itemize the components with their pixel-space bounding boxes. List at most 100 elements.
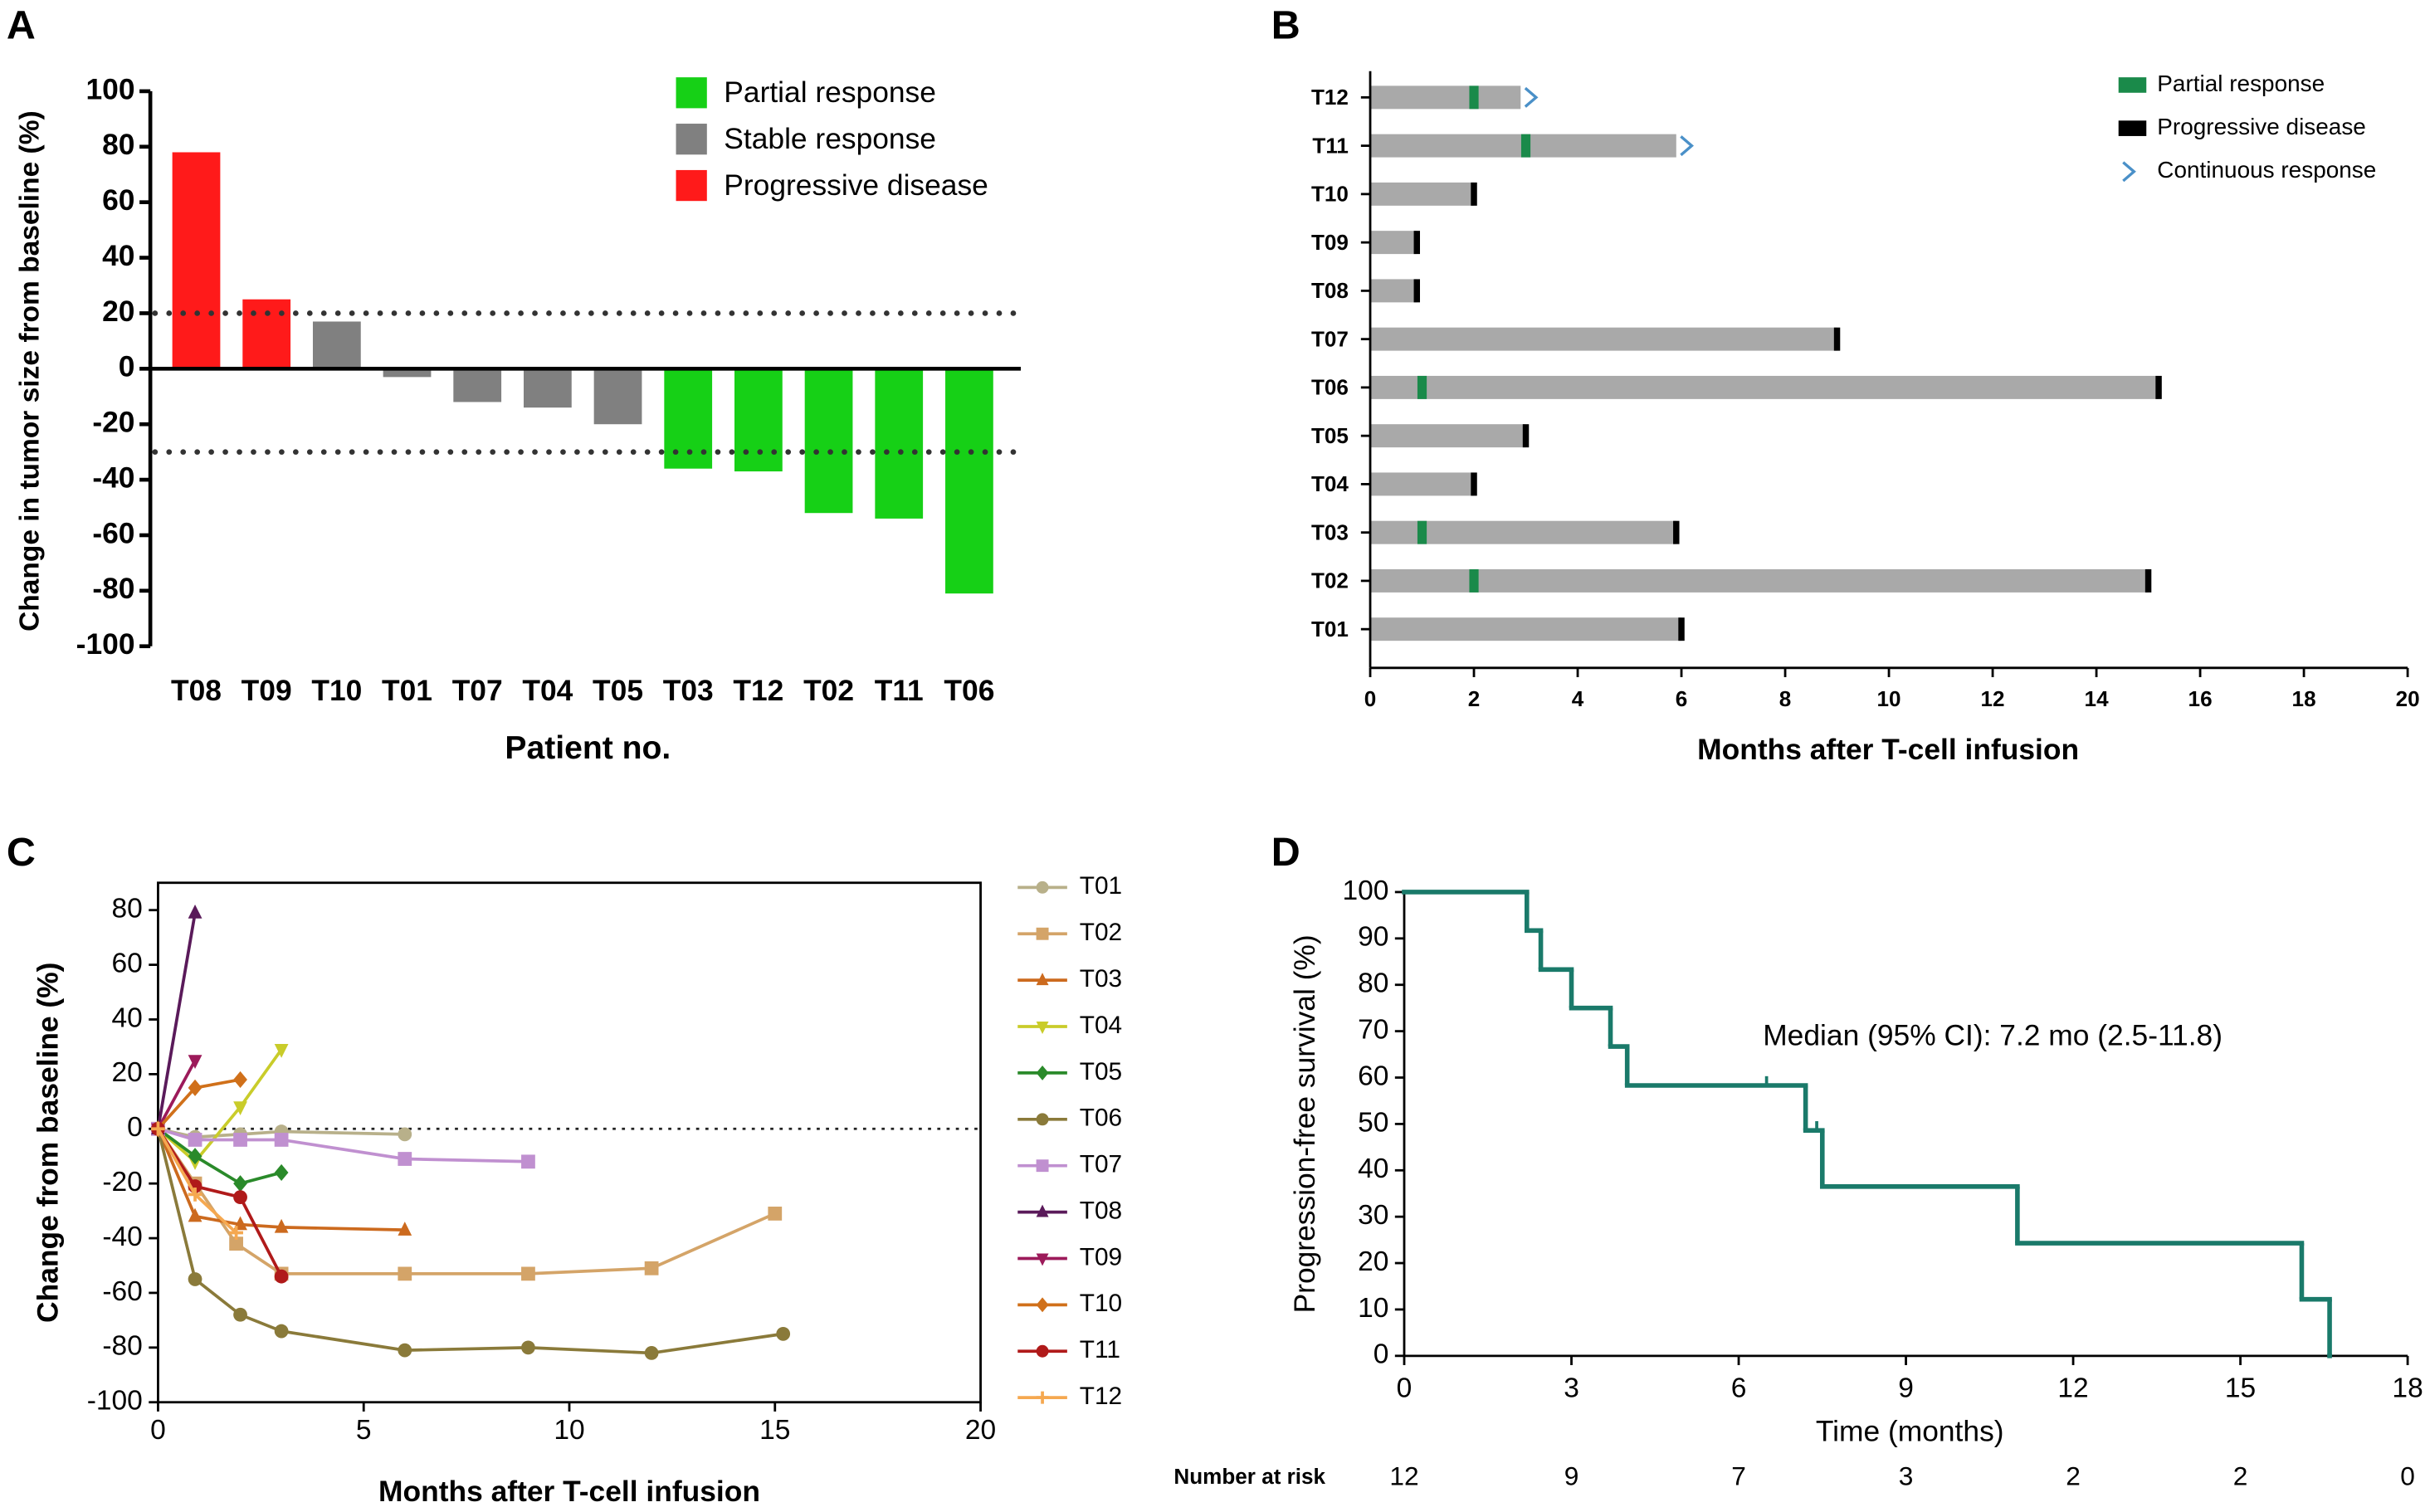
event-marker [1524, 86, 1539, 108]
event-marker [1469, 568, 1479, 593]
bar [242, 299, 291, 369]
legend-marker [1036, 973, 1049, 986]
series-line [156, 1128, 283, 1278]
bar [1370, 375, 2159, 399]
y-tick-label: T08 [1311, 278, 1349, 303]
y-tick-label: -100 [76, 628, 135, 661]
event-marker [1673, 520, 1680, 544]
event-marker [2155, 375, 2162, 399]
event-marker [1471, 182, 1477, 206]
legend-swatch [2122, 161, 2136, 183]
x-tick-label: 10 [1877, 686, 1901, 711]
x-tick-label: T04 [522, 675, 573, 707]
x-tick-label: 0 [1397, 1373, 1413, 1404]
legend-swatch [2118, 120, 2147, 136]
x-tick-label: 18 [2392, 1373, 2423, 1404]
marker [233, 1307, 247, 1322]
legend-label: T01 [1080, 872, 1122, 900]
x-tick-label: T05 [593, 675, 643, 707]
legend-marker [1036, 1159, 1049, 1173]
marker [398, 1266, 412, 1281]
panel-label: C [7, 830, 36, 875]
at-risk-value: 7 [1731, 1461, 1746, 1490]
x-tick-label: 5 [356, 1415, 372, 1446]
legend-swatch [676, 124, 707, 155]
legend-swatch [676, 77, 707, 109]
marker [644, 1346, 659, 1360]
marker [229, 1226, 243, 1240]
event-marker [1680, 135, 1694, 157]
bar [1370, 279, 1417, 303]
x-axis-title: Months after T-cell infusion [378, 1475, 760, 1508]
legend-swatch [2118, 77, 2147, 93]
legend-marker [1036, 1204, 1049, 1217]
legend-label: Progressive disease [2157, 114, 2366, 139]
event-marker [2144, 568, 2152, 593]
legend-marker [1036, 1065, 1049, 1080]
marker [768, 1207, 783, 1221]
y-tick-label: 80 [112, 894, 143, 924]
marker [274, 1044, 289, 1058]
bar [1370, 182, 1475, 206]
bar [945, 368, 993, 594]
event-marker [1471, 472, 1477, 496]
bar [875, 368, 924, 519]
bar [172, 152, 221, 369]
x-axis-title: Patient no. [505, 730, 671, 766]
marker [188, 1133, 202, 1147]
legend-label: T11 [1080, 1336, 1120, 1363]
y-tick-label: -20 [102, 1167, 142, 1197]
y-tick-label: T02 [1311, 568, 1349, 593]
annotation: Median (95% CI): 7.2 mo (2.5-11.8) [1763, 1019, 2223, 1051]
bar [1370, 327, 1837, 351]
legend-label: T06 [1080, 1105, 1122, 1132]
y-tick-label: 90 [1358, 922, 1388, 953]
legend-label: T05 [1080, 1058, 1122, 1085]
event-marker [1413, 279, 1421, 303]
x-tick-label: 4 [1572, 686, 1584, 711]
x-tick-label: 18 [2292, 686, 2316, 711]
bar [1370, 617, 1682, 641]
legend-label: T04 [1080, 1012, 1122, 1039]
legend-label: Partial response [724, 76, 936, 109]
y-tick-label: 50 [1358, 1107, 1388, 1138]
marker [398, 1152, 412, 1166]
y-tick-label: 20 [102, 295, 134, 328]
legend-label: Stable response [724, 123, 936, 155]
legend-swatch [676, 169, 707, 202]
marker [274, 1269, 289, 1284]
y-tick-label: 0 [119, 351, 135, 383]
legend-label: T08 [1080, 1197, 1122, 1224]
marker [521, 1154, 535, 1169]
x-tick-label: 15 [759, 1415, 790, 1446]
at-risk-label: Number at risk [1173, 1464, 1325, 1489]
y-tick-label: T01 [1311, 617, 1349, 641]
legend-marker [1036, 1344, 1049, 1358]
y-tick-label: 100 [85, 73, 134, 105]
y-tick-label: 40 [112, 1002, 143, 1033]
panel-label: D [1271, 830, 1300, 875]
event-marker [1417, 520, 1427, 544]
y-tick-label: -60 [102, 1276, 142, 1307]
x-axis-title: Months after T-cell infusion [1697, 734, 2079, 766]
marker [188, 1187, 202, 1202]
y-tick-label: T12 [1311, 85, 1349, 110]
y-tick-label: -40 [92, 461, 134, 494]
marker [398, 1343, 412, 1358]
legend-label: Progressive disease [724, 169, 988, 202]
marker [274, 1324, 289, 1339]
event-marker [1417, 375, 1427, 399]
marker [233, 1190, 247, 1205]
y-tick-label: 60 [102, 184, 134, 217]
event-marker [1833, 327, 1841, 351]
marker [274, 1218, 289, 1233]
x-tick-label: T01 [382, 675, 432, 707]
marker [188, 1055, 202, 1069]
marker [521, 1266, 535, 1281]
y-tick-label: T07 [1311, 326, 1349, 351]
marker [521, 1340, 535, 1355]
at-risk-value: 0 [2400, 1461, 2415, 1490]
bar [1370, 85, 1521, 110]
legend-label: Partial response [2157, 71, 2325, 96]
